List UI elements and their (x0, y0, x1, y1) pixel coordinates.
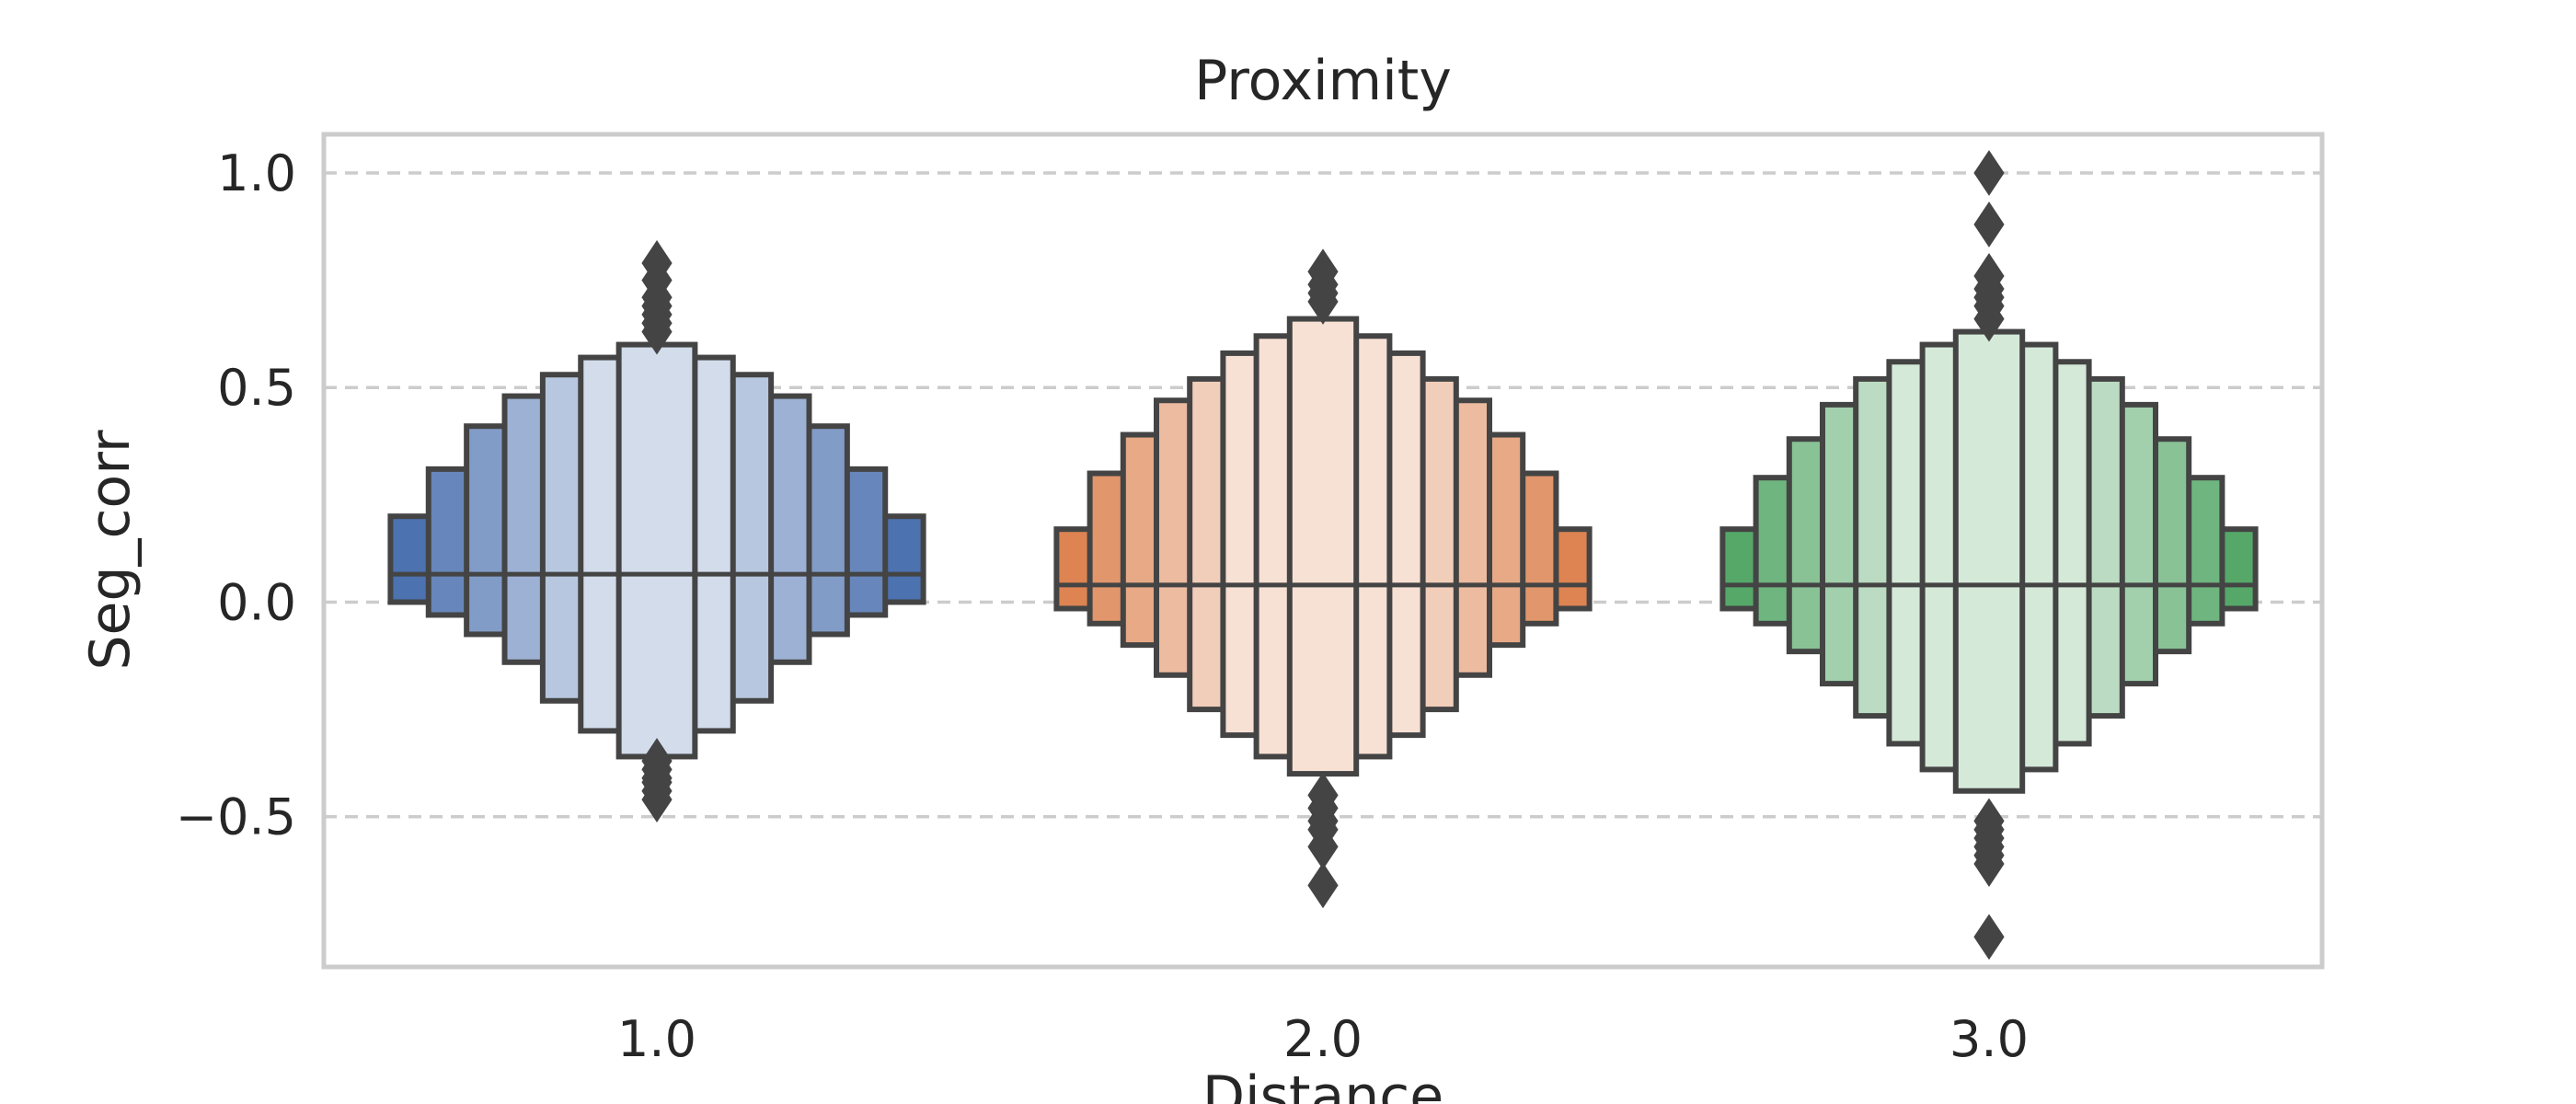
boxen-group (1053, 248, 1593, 909)
outlier-point (1973, 914, 2005, 960)
chart-title: Proximity (1194, 49, 1452, 113)
outlier-point (1307, 862, 1339, 909)
outlier-point (641, 308, 673, 355)
y-tick-label: 1.0 (217, 144, 296, 202)
outlier-point (1973, 295, 2005, 342)
x-tick-label: 3.0 (1949, 1010, 2029, 1068)
boxes-layer (387, 150, 2259, 960)
outlier-point (1973, 201, 2005, 247)
y-tick-label: −0.5 (176, 788, 296, 846)
outlier-point (1973, 150, 2005, 196)
outlier-point (641, 776, 673, 822)
ticks-layer: 1.0 0.5 0.0 −0.5 1.0 2.0 3.0 (176, 144, 2029, 1068)
y-tick-label: 0.5 (217, 359, 296, 417)
boxen-level (615, 341, 698, 760)
y-axis-label: Seg_corr (78, 430, 143, 670)
boxen-group (387, 240, 926, 822)
boxen-group (1719, 150, 2259, 960)
y-tick-label: 0.0 (217, 573, 296, 631)
x-axis-label: Distance (1202, 1064, 1443, 1104)
boxen-level (1952, 328, 2026, 794)
plot-frame (321, 132, 2325, 970)
x-tick-label: 2.0 (1283, 1010, 1363, 1068)
outlier-point (1307, 279, 1339, 325)
x-tick-label: 1.0 (617, 1010, 696, 1068)
outlier-point (1973, 841, 2005, 887)
boxen-level (1286, 316, 1360, 777)
